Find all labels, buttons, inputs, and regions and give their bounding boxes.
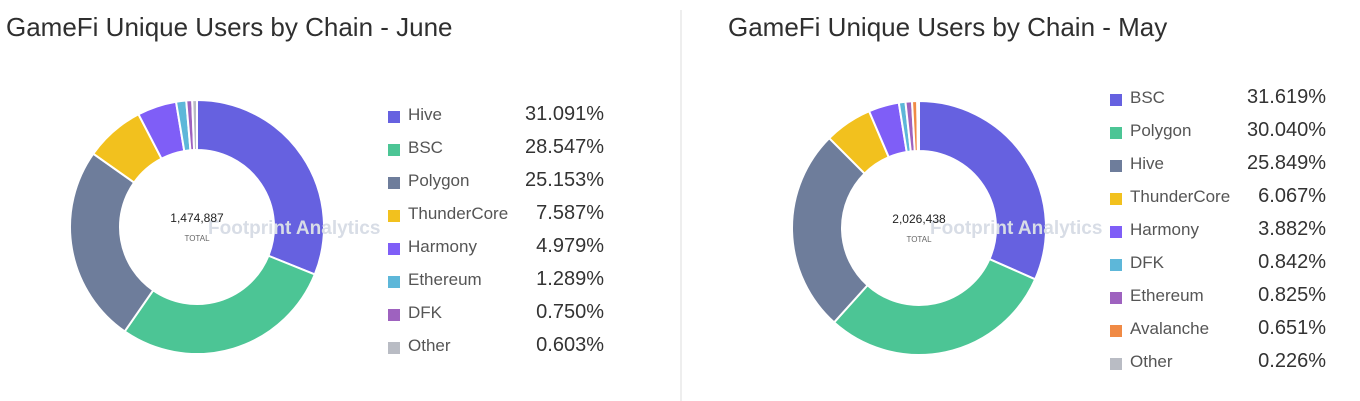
june-chart-panel: GameFi Unique Users by Chain - June Foot… — [6, 12, 604, 368]
legend-swatch — [388, 144, 400, 156]
may-chart-panel: GameFi Unique Users by Chain - May Footp… — [690, 0, 1360, 401]
watermark: Footprint Analytics — [930, 218, 1102, 239]
slice-other[interactable] — [916, 99, 920, 153]
slice-hive[interactable] — [196, 98, 325, 276]
legend-item-bsc[interactable]: BSC 28.547% — [388, 136, 604, 170]
legend-value: 6.067% — [1258, 185, 1326, 207]
slice-other[interactable] — [191, 98, 198, 152]
legend-swatch — [1110, 292, 1122, 304]
legend-swatch — [388, 210, 400, 222]
total-value: 2,026,438 — [892, 212, 946, 226]
watermark: Footprint Analytics — [208, 218, 380, 239]
legend-value: 31.091% — [525, 103, 604, 125]
legend-label: Harmony — [408, 237, 477, 256]
legend-item-avalanche[interactable]: Avalanche 0.651% — [1110, 317, 1326, 351]
legend-item-harmony[interactable]: Harmony 4.979% — [388, 235, 604, 269]
legend-label: Harmony — [1130, 220, 1199, 239]
legend-value: 0.603% — [536, 334, 604, 356]
legend-value: 4.979% — [536, 235, 604, 257]
legend-swatch — [388, 342, 400, 354]
legend-label: Other — [408, 336, 451, 355]
legend-label: Ethereum — [408, 270, 482, 289]
legend-item-other[interactable]: Other 0.226% — [1110, 350, 1326, 384]
legend-value: 1.289% — [536, 268, 604, 290]
legend-item-polygon[interactable]: Polygon 25.153% — [388, 169, 604, 203]
legend-item-thundercore[interactable]: ThunderCore 6.067% — [1110, 185, 1326, 219]
legend-item-bsc[interactable]: BSC 31.619% — [1110, 86, 1326, 120]
legend-value: 31.619% — [1247, 86, 1326, 108]
legend-swatch — [388, 111, 400, 123]
legend-swatch — [388, 309, 400, 321]
legend-item-ethereum[interactable]: Ethereum 0.825% — [1110, 284, 1326, 318]
legend-label: Polygon — [1130, 121, 1192, 140]
slice-polygon[interactable] — [832, 257, 1037, 356]
legend-swatch — [1110, 193, 1122, 205]
legend-swatch — [1110, 358, 1122, 370]
legend-label: Polygon — [408, 171, 470, 190]
legend-item-dfk[interactable]: DFK 0.842% — [1110, 251, 1326, 285]
legend-item-harmony[interactable]: Harmony 3.882% — [1110, 218, 1326, 252]
legend-item-polygon[interactable]: Polygon 30.040% — [1110, 119, 1326, 153]
panel-divider — [680, 10, 682, 401]
legend-label: Avalanche — [1130, 319, 1210, 338]
legend-value: 25.153% — [525, 169, 604, 191]
legend-value: 0.651% — [1258, 317, 1326, 339]
legend-swatch — [1110, 259, 1122, 271]
total-label: TOTAL — [906, 235, 932, 244]
legend-item-thundercore[interactable]: ThunderCore 7.587% — [388, 202, 604, 236]
legend-item-ethereum[interactable]: Ethereum 1.289% — [388, 268, 604, 302]
legend-label: ThunderCore — [1130, 187, 1231, 206]
legend-value: 0.226% — [1258, 350, 1326, 372]
legend-swatch — [388, 177, 400, 189]
legend-label: BSC — [408, 138, 443, 157]
legend-swatch — [1110, 127, 1122, 139]
chart-title: GameFi Unique Users by Chain - May — [728, 12, 1168, 42]
legend-value: 0.750% — [536, 301, 604, 323]
legend-value: 7.587% — [536, 202, 604, 224]
legend-label: DFK — [408, 303, 442, 322]
slice-bsc[interactable] — [918, 99, 1047, 281]
total-value: 1,474,887 — [170, 211, 224, 225]
legend-value: 3.882% — [1258, 218, 1326, 240]
legend-value: 0.825% — [1258, 284, 1326, 306]
legend-item-dfk[interactable]: DFK 0.750% — [388, 301, 604, 335]
legend-swatch — [1110, 325, 1122, 337]
legend-swatch — [1110, 94, 1122, 106]
total-label: TOTAL — [184, 234, 210, 243]
legend-item-other[interactable]: Other 0.603% — [388, 334, 604, 368]
chart-title: GameFi Unique Users by Chain - June — [6, 12, 453, 42]
legend-value: 30.040% — [1247, 119, 1326, 141]
legend-swatch — [1110, 226, 1122, 238]
legend-value: 28.547% — [525, 136, 604, 158]
legend-swatch — [388, 243, 400, 255]
slice-bsc[interactable] — [123, 254, 317, 355]
legend-swatch — [1110, 160, 1122, 172]
legend-label: Other — [1130, 352, 1173, 371]
legend-swatch — [388, 276, 400, 288]
legend-item-hive[interactable]: Hive 31.091% — [388, 103, 604, 137]
legend-label: BSC — [1130, 88, 1165, 107]
legend-label: ThunderCore — [408, 204, 509, 223]
legend-value: 25.849% — [1247, 152, 1326, 174]
slice-polygon[interactable] — [69, 152, 155, 333]
legend-label: DFK — [1130, 253, 1164, 272]
legend-item-hive[interactable]: Hive 25.849% — [1110, 152, 1326, 186]
legend-label: Ethereum — [1130, 286, 1204, 305]
legend-label: Hive — [408, 105, 443, 124]
legend-value: 0.842% — [1258, 251, 1326, 273]
legend-label: Hive — [1130, 154, 1165, 173]
